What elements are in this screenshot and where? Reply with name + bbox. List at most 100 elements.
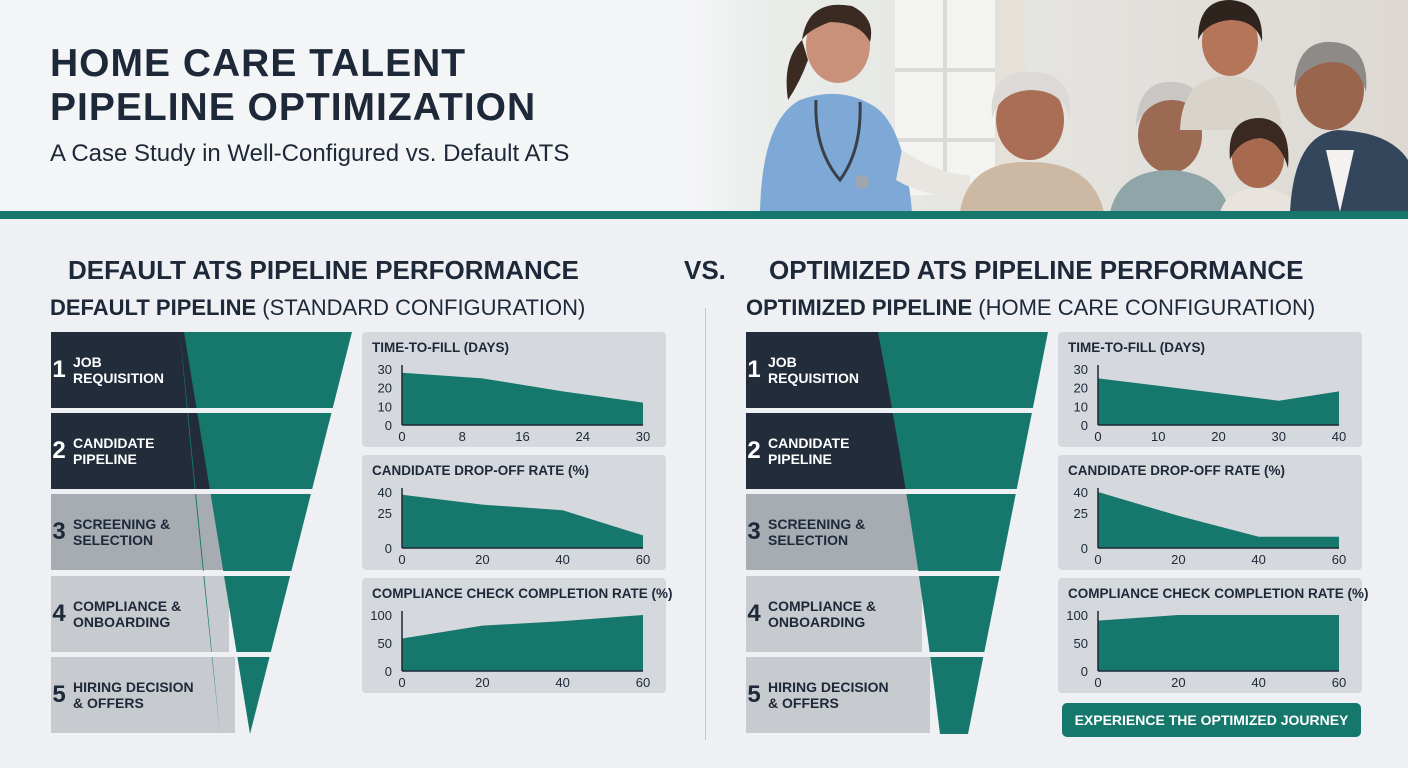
default-stage-5: 5 HIRING DECISION & OFFERS [51, 657, 235, 733]
x-tick-label: 30 [1272, 429, 1286, 444]
x-tick-label: 20 [475, 552, 489, 567]
y-tick-label: 30 [1074, 362, 1088, 377]
optimized-panel-title: OPTIMIZED ATS PIPELINE PERFORMANCE [769, 255, 1304, 285]
area-series [402, 494, 643, 548]
default-pipeline-label: DEFAULT PIPELINE (Standard Configuration… [50, 295, 585, 321]
stage-label: SCREENING & SELECTION [768, 516, 866, 548]
y-tick-label: 25 [1074, 506, 1088, 521]
x-tick-label: 60 [636, 552, 650, 567]
y-tick-label: 20 [1074, 381, 1088, 396]
y-tick-label: 30 [378, 362, 392, 377]
default-funnel-shape [180, 332, 352, 734]
default-stage-4: 4 COMPLIANCE & ONBOARDING [51, 576, 229, 652]
default-stage-2: 2 CANDIDATE PIPELINE [51, 413, 221, 489]
y-tick-label: 25 [378, 506, 392, 521]
stage-number: 3 [747, 518, 761, 545]
chart-title: CANDIDATE DROP-OFF RATE (%) [1068, 463, 1285, 478]
area-series [1098, 378, 1339, 425]
x-tick-label: 0 [1094, 429, 1101, 444]
x-tick-label: 0 [1094, 675, 1101, 690]
x-tick-label: 10 [1151, 429, 1165, 444]
x-tick-label: 40 [555, 552, 569, 567]
y-tick-label: 0 [1081, 664, 1088, 679]
x-tick-label: 20 [1171, 675, 1185, 690]
page-title: HOME CARE TALENT PIPELINE OPTIMIZATION [50, 42, 690, 130]
x-tick-label: 60 [1332, 552, 1346, 567]
x-tick-label: 0 [1094, 552, 1101, 567]
chart-title: COMPLIANCE CHECK COMPLETION RATE (%) [1068, 586, 1369, 601]
area-series [402, 615, 643, 671]
chart-title: TIME-TO-FILL (DAYS) [1068, 340, 1205, 355]
stage-label: JOB REQUISITION [73, 354, 165, 386]
title-line-2: PIPELINE OPTIMIZATION [50, 86, 537, 129]
stage-label: CANDIDATE PIPELINE [73, 435, 155, 467]
chart-plot: 0 50 100 0 20 40 60 [1066, 608, 1346, 690]
x-tick-label: 20 [1171, 552, 1185, 567]
chart-title: CANDIDATE DROP-OFF RATE (%) [372, 463, 589, 478]
stage-number: 5 [747, 681, 761, 708]
optimized-pipeline-label: OPTIMIZED PIPELINE (Home Care Configurat… [746, 295, 1315, 321]
title-line-1: HOME CARE TALENT [50, 42, 467, 85]
stage-label: COMPLIANCE & ONBOARDING [768, 598, 877, 630]
stage-number: 2 [747, 437, 761, 464]
default-pipeline-config: (Standard Configuration) [262, 295, 586, 320]
y-tick-label: 100 [370, 608, 392, 623]
x-tick-label: 20 [475, 675, 489, 690]
area-series [1098, 615, 1339, 671]
panel-divider [705, 308, 706, 740]
stage-label: CANDIDATE PIPELINE [768, 435, 850, 467]
y-tick-label: 0 [385, 664, 392, 679]
stage-label: HIRING DECISION & OFFERS [73, 679, 194, 711]
default-pipeline-name: DEFAULT PIPELINE [50, 295, 257, 320]
experience-optimized-journey-button[interactable]: EXPERIENCE THE OPTIMIZED JOURNEY [1062, 703, 1361, 737]
stage-label: SCREENING & SELECTION [73, 516, 171, 548]
x-tick-label: 24 [576, 429, 590, 444]
x-tick-label: 40 [1251, 675, 1265, 690]
hero-photo-caregivers-family [690, 0, 1408, 212]
y-tick-label: 50 [378, 636, 392, 651]
y-tick-label: 100 [1066, 608, 1088, 623]
chart-plot: 0 25 40 0 20 40 60 [1074, 485, 1347, 567]
stage-label: JOB REQUISITION [768, 354, 860, 386]
default-funnel-graphic [180, 332, 355, 734]
optimized-stage-5: 5 HIRING DECISION & OFFERS [746, 657, 930, 733]
x-tick-label: 40 [1332, 429, 1346, 444]
optimized-time-to-fill-chart: TIME-TO-FILL (DAYS) 0 10 20 30 0 10 20 30 40 [1058, 332, 1362, 447]
x-tick-label: 0 [398, 675, 405, 690]
y-tick-label: 0 [385, 541, 392, 556]
default-panel-title: DEFAULT ATS PIPELINE PERFORMANCE [68, 255, 579, 285]
optimized-funnel-shape [878, 332, 1048, 734]
y-tick-label: 40 [378, 485, 392, 500]
chart-title: TIME-TO-FILL (DAYS) [372, 340, 509, 355]
stage-number: 5 [52, 681, 66, 708]
y-tick-label: 10 [378, 399, 392, 414]
y-tick-label: 0 [1081, 541, 1088, 556]
y-tick-label: 40 [1074, 485, 1088, 500]
optimized-pipeline-name: OPTIMIZED PIPELINE [746, 295, 973, 320]
stage-number: 1 [747, 356, 761, 383]
x-tick-label: 0 [398, 552, 405, 567]
page-subtitle: A Case Study in Well-Configured vs. Defa… [50, 140, 570, 167]
x-tick-label: 60 [636, 675, 650, 690]
area-series [1098, 492, 1339, 548]
optimized-stage-1: 1 JOB REQUISITION [746, 332, 904, 408]
optimized-stage-2: 2 CANDIDATE PIPELINE [746, 413, 914, 489]
stage-label: COMPLIANCE & ONBOARDING [73, 598, 182, 630]
default-time-to-fill-chart: TIME-TO-FILL (DAYS) 0 10 20 30 0 8 16 24 30 [362, 332, 666, 447]
optimized-funnel-graphic [876, 332, 1051, 734]
y-tick-label: 50 [1074, 636, 1088, 651]
x-tick-label: 0 [398, 429, 405, 444]
x-tick-label: 8 [459, 429, 466, 444]
y-tick-label: 20 [378, 381, 392, 396]
vs-label: VS. [684, 255, 726, 285]
chart-plot: 0 25 40 0 20 40 60 [378, 485, 651, 567]
chart-title: COMPLIANCE CHECK COMPLETION RATE (%) [372, 586, 673, 601]
x-tick-label: 30 [636, 429, 650, 444]
default-drop-off-chart: CANDIDATE DROP-OFF RATE (%) 0 25 40 0 20 40 60 [362, 455, 666, 570]
x-tick-label: 16 [515, 429, 529, 444]
default-compliance-chart: COMPLIANCE CHECK COMPLETION RATE (%) 0 50… [362, 578, 673, 693]
stage-label: HIRING DECISION & OFFERS [768, 679, 889, 711]
x-tick-label: 40 [1251, 552, 1265, 567]
optimized-pipeline-config: (Home Care Configuration) [978, 295, 1316, 320]
optimized-drop-off-chart: CANDIDATE DROP-OFF RATE (%) 0 25 40 0 20 40 60 [1058, 455, 1362, 570]
